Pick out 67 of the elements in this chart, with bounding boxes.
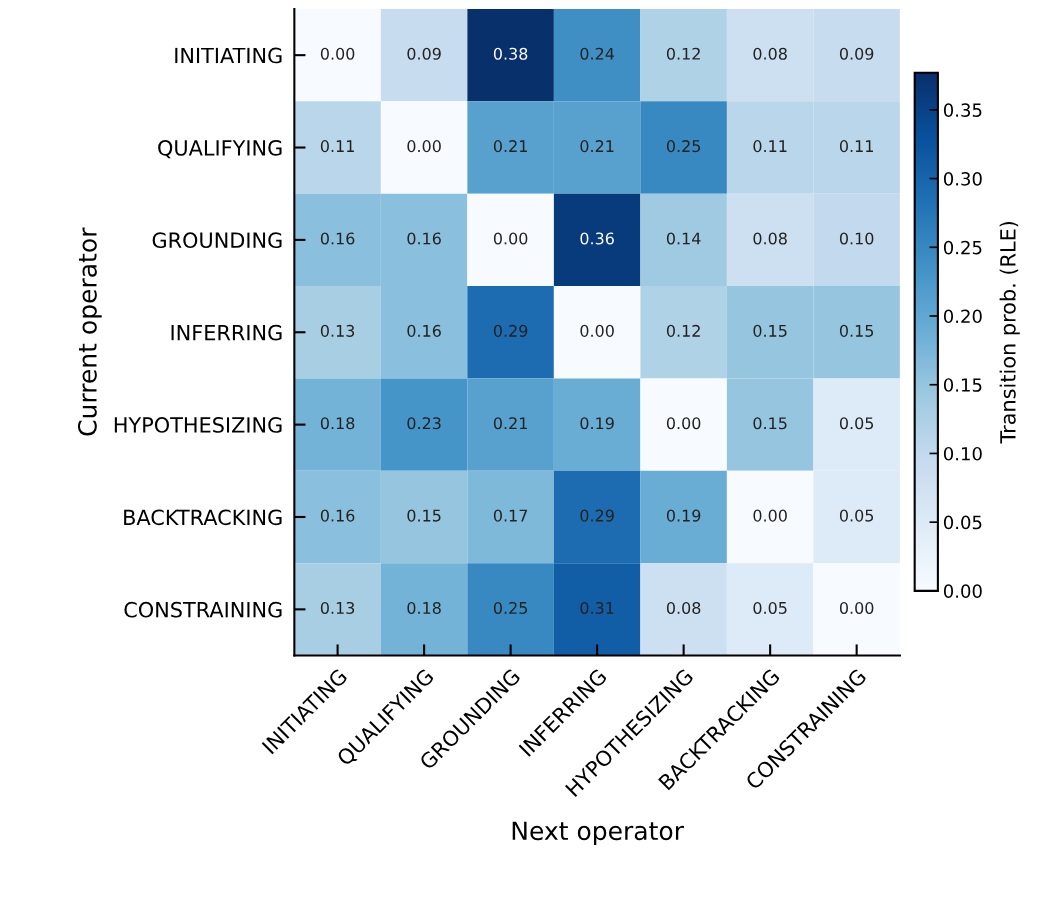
color-bar-label: 0.15 <box>943 378 982 392</box>
data-label: 0.08 <box>666 601 701 614</box>
data-label: 0.09 <box>407 47 441 60</box>
data-label: 0.29 <box>493 324 528 337</box>
data-label: 0.10 <box>839 232 874 245</box>
data-label: 0.13 <box>320 601 355 614</box>
color-bar-label: 0.35 <box>943 103 982 117</box>
y-tick-label: INITIATING <box>175 47 282 64</box>
data-label: 0.25 <box>493 601 528 614</box>
data-label: 0.11 <box>320 140 354 153</box>
data-label: 0.24 <box>580 47 615 60</box>
data-label: 0.29 <box>580 509 614 522</box>
data-label: 0.21 <box>493 417 527 430</box>
data-label: 0.16 <box>320 509 355 522</box>
color-bar-label: 0.10 <box>943 446 982 461</box>
data-label: 0.25 <box>666 140 701 153</box>
data-label: 0.00 <box>753 509 787 522</box>
data-label: 0.18 <box>320 417 355 430</box>
data-label: 0.00 <box>839 601 874 614</box>
data-label: 0.17 <box>493 509 528 522</box>
color-bar-label: 0.25 <box>943 240 982 255</box>
data-label: 0.23 <box>407 417 441 430</box>
data-label: 0.09 <box>839 47 874 60</box>
y-tick-label: HYPOTHESIZING <box>114 417 282 433</box>
data-label: 0.12 <box>666 324 700 337</box>
data-label: 0.18 <box>407 601 441 614</box>
y-tick-label: QUALIFYING <box>158 139 282 159</box>
data-label: 0.05 <box>839 417 874 430</box>
data-label: 0.13 <box>320 324 355 337</box>
data-label: 0.16 <box>407 324 441 337</box>
y-tick-label: GROUNDING <box>152 232 282 249</box>
data-label: 0.15 <box>753 417 787 430</box>
data-label: 0.15 <box>407 509 441 522</box>
data-label: 0.19 <box>666 509 701 522</box>
data-label: 0.00 <box>580 324 614 337</box>
color-bar-label: 0.05 <box>943 515 982 530</box>
data-label: 0.08 <box>753 47 787 60</box>
data-label: 0.14 <box>666 232 701 245</box>
data-label: 0.38 <box>493 47 528 60</box>
data-label: 0.12 <box>666 47 700 60</box>
data-label: 0.00 <box>493 232 528 245</box>
data-label: 0.00 <box>666 417 701 430</box>
data-label: 0.05 <box>839 509 874 522</box>
y-axis-title: Current operator <box>77 227 102 436</box>
color-bar-label: 0.20 <box>943 309 982 324</box>
data-label: 0.05 <box>753 601 787 614</box>
data-label: 0.19 <box>580 417 614 430</box>
data-label: 0.15 <box>753 324 787 337</box>
x-axis-title: Next operator <box>512 821 684 846</box>
color-bar-label: 0.30 <box>943 172 982 186</box>
data-label: 0.21 <box>493 140 527 153</box>
color-bar-title: Transition prob. (RLE) <box>999 221 1020 444</box>
data-label: 0.16 <box>407 232 441 245</box>
color-bar-label: 0.00 <box>943 584 982 598</box>
data-label: 0.11 <box>839 140 873 153</box>
data-label: 0.08 <box>753 232 787 245</box>
y-tick-label: INFERRING <box>171 324 282 341</box>
data-label: 0.00 <box>407 140 441 153</box>
data-label: 0.16 <box>320 232 355 245</box>
data-label: 0.21 <box>580 140 614 153</box>
data-label: 0.31 <box>580 601 614 614</box>
data-label: 0.36 <box>580 232 614 245</box>
data-label: 0.11 <box>753 140 787 153</box>
data-label: 0.00 <box>320 47 355 60</box>
data-label: 0.15 <box>839 324 874 337</box>
y-tick-label: CONSTRAINING <box>124 601 282 618</box>
y-tick-label: BACKTRACKING <box>124 509 282 526</box>
